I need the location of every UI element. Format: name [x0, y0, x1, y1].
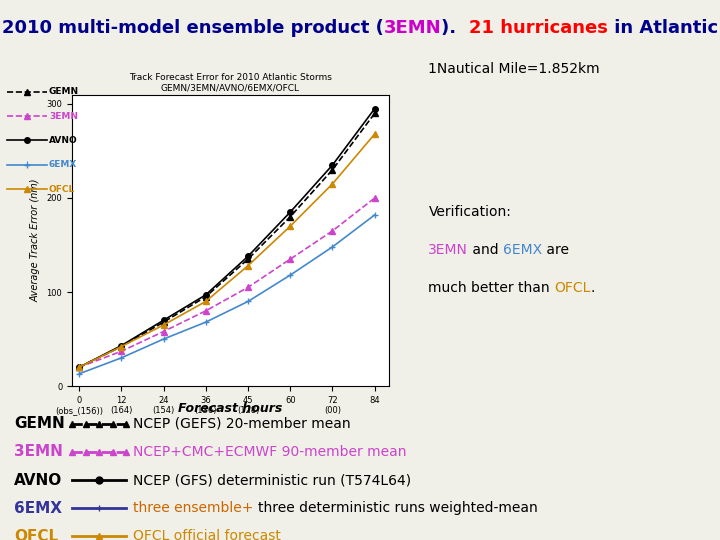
- Y-axis label: Average Track Error (nm): Average Track Error (nm): [31, 179, 41, 302]
- Text: 2010 multi-model ensemble product (: 2010 multi-model ensemble product (: [2, 19, 384, 37]
- Text: NCEP (GEFS) 20-member mean: NCEP (GEFS) 20-member mean: [133, 417, 351, 431]
- Text: three deterministic runs weighted-mean: three deterministic runs weighted-mean: [258, 501, 538, 515]
- Text: 3EMN: 3EMN: [428, 243, 468, 257]
- Text: NCEP+CMC+ECMWF 90-member mean: NCEP+CMC+ECMWF 90-member mean: [133, 445, 407, 459]
- Text: Verification:: Verification:: [428, 205, 511, 219]
- Text: OFCL official forecast: OFCL official forecast: [133, 529, 281, 540]
- Text: and: and: [468, 243, 503, 257]
- Text: GEMN: GEMN: [49, 87, 79, 96]
- Text: 6EMX: 6EMX: [503, 243, 542, 257]
- Text: 3EMN: 3EMN: [384, 19, 441, 37]
- Text: 3EMN: 3EMN: [49, 112, 78, 120]
- Text: ).: ).: [441, 19, 469, 37]
- Text: 21 hurricanes: 21 hurricanes: [469, 19, 608, 37]
- Text: 3EMN: 3EMN: [14, 444, 63, 460]
- Title: Track Forecast Error for 2010 Atlantic Storms
GEMN/3EMN/AVNO/6EMX/OFCL: Track Forecast Error for 2010 Atlantic S…: [129, 73, 332, 92]
- Text: much better than: much better than: [428, 281, 554, 295]
- Text: in Atlantic: in Atlantic: [608, 19, 718, 37]
- Text: three ensemble+: three ensemble+: [133, 501, 258, 515]
- Text: AVNO: AVNO: [49, 136, 78, 145]
- Text: 1Nautical Mile=1.852km: 1Nautical Mile=1.852km: [428, 62, 600, 76]
- Text: AVNO: AVNO: [14, 472, 63, 488]
- Text: 6EMX: 6EMX: [49, 160, 77, 169]
- Text: Forecast hours: Forecast hours: [179, 402, 282, 415]
- Text: NCEP (GFS) deterministic run (T574L64): NCEP (GFS) deterministic run (T574L64): [133, 473, 411, 487]
- Text: GEMN: GEMN: [14, 416, 65, 431]
- Text: 6EMX: 6EMX: [14, 501, 63, 516]
- Text: OFCL: OFCL: [554, 281, 591, 295]
- Text: are: are: [542, 243, 570, 257]
- Text: OFCL: OFCL: [14, 529, 58, 540]
- Text: +: +: [23, 160, 30, 169]
- Text: OFCL: OFCL: [49, 185, 75, 193]
- Text: .: .: [591, 281, 595, 295]
